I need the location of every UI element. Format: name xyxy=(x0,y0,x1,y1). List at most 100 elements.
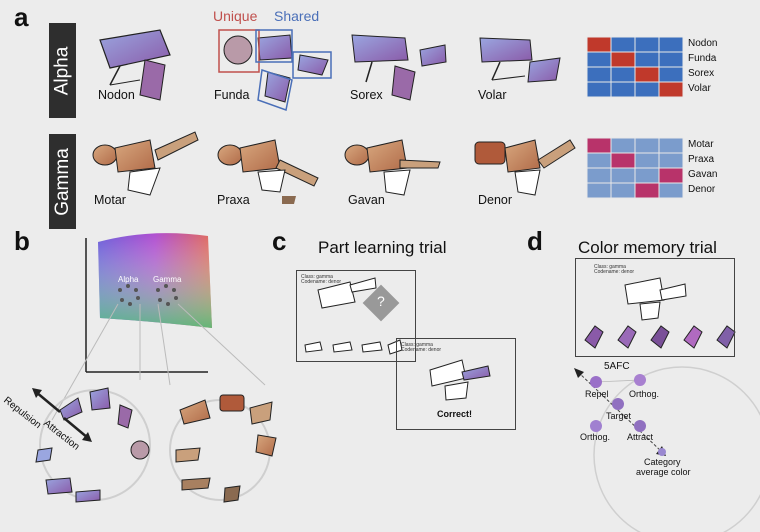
grid-cell xyxy=(610,51,636,68)
grid-cell xyxy=(658,81,684,98)
gamma-part-grid xyxy=(586,137,684,199)
grid-cell xyxy=(634,137,660,154)
gamma-grid-label: Gavan xyxy=(688,169,718,180)
grid-cell xyxy=(658,36,684,53)
card2-line2: Codename: denor xyxy=(401,347,442,353)
grid-cell xyxy=(634,51,660,68)
grid-cell xyxy=(586,152,612,169)
grid-cell xyxy=(586,182,612,199)
card1-figures xyxy=(304,277,403,355)
attract-label: Attract xyxy=(627,432,654,442)
gamma-grid-label: Motar xyxy=(688,139,714,150)
card1-line1: Class: gamma xyxy=(301,274,333,280)
grid-cell xyxy=(586,66,612,83)
creature-gavan xyxy=(344,139,441,196)
creature-motar xyxy=(92,131,199,196)
card-d-line1: Class: gamma xyxy=(594,264,626,270)
color-option-figure xyxy=(683,325,703,349)
card-d-figures xyxy=(624,277,687,321)
grid-cell xyxy=(586,167,612,184)
grid-cell xyxy=(634,152,660,169)
grid-cell xyxy=(610,167,636,184)
color-option-figure xyxy=(617,325,637,349)
color-space xyxy=(51,233,266,421)
panel-d-letter: d xyxy=(527,226,543,256)
orthog-label-1: Orthog. xyxy=(629,389,660,399)
card2-figures xyxy=(429,359,491,401)
creature-volar xyxy=(479,37,561,83)
gamma-creature-name: Motar xyxy=(94,193,126,207)
grid-cell xyxy=(658,66,684,83)
alpha-ring xyxy=(35,387,151,503)
grid-cell xyxy=(634,66,660,83)
grid-cell xyxy=(610,152,636,169)
grid-cell xyxy=(610,81,636,98)
category-label-1: Category xyxy=(644,457,681,467)
question-mark: ? xyxy=(377,293,385,309)
feedback-text: Correct! xyxy=(437,409,473,419)
color-option-figure xyxy=(716,325,736,349)
gamma-grid-label: Praxa xyxy=(688,154,715,165)
grid-cell xyxy=(634,36,660,53)
color-options xyxy=(584,325,736,349)
orthog-label-2: Orthog. xyxy=(580,432,611,442)
color-option-figure xyxy=(584,325,604,349)
gamma-cluster-label: Gamma xyxy=(153,275,182,284)
target-label: Target xyxy=(606,411,632,421)
gamma-creature-name: Gavan xyxy=(348,193,385,207)
creature-funda xyxy=(218,29,332,111)
grid-cell xyxy=(658,51,684,68)
panel-a-letter: a xyxy=(14,2,29,32)
grid-cell xyxy=(658,167,684,184)
grid-cell xyxy=(634,182,660,199)
alpha-creature-name: Funda xyxy=(214,88,250,102)
legend-unique: Unique xyxy=(213,8,258,24)
trial-card-1: Class: gamma Codename: denor ? xyxy=(296,270,416,362)
repel-label: Repel xyxy=(585,389,609,399)
grid-cell xyxy=(658,152,684,169)
alpha-cluster-label: Alpha xyxy=(118,275,139,284)
creature-praxa xyxy=(217,139,319,204)
gamma-grid-label: Denor xyxy=(688,184,716,195)
color-wheel xyxy=(574,366,760,532)
grid-cell xyxy=(634,81,660,98)
grid-cell xyxy=(610,182,636,199)
card2-line1: Class: gamma xyxy=(401,342,433,348)
grid-cell xyxy=(610,36,636,53)
color-option-figure xyxy=(650,325,670,349)
grid-cell xyxy=(634,167,660,184)
panel-d-title: Color memory trial xyxy=(578,238,717,257)
grid-cell xyxy=(658,182,684,199)
grid-cell xyxy=(610,66,636,83)
gamma-creature-name: Denor xyxy=(478,193,513,207)
alpha-row-label: Alpha xyxy=(49,23,76,118)
alpha-grid-label: Nodon xyxy=(688,38,718,49)
grid-cell xyxy=(586,51,612,68)
trial-card-2: Class: gamma Codename: denor Correct! xyxy=(396,338,516,430)
gamma-ring xyxy=(169,394,277,503)
creature-nodon xyxy=(99,29,171,101)
alpha-creature-name: Nodon xyxy=(98,88,135,102)
legend-shared: Shared xyxy=(274,8,320,24)
grid-cell xyxy=(610,137,636,154)
grid-cell xyxy=(586,36,612,53)
creature-sorex xyxy=(351,34,447,101)
panel-c-title: Part learning trial xyxy=(318,238,447,257)
panel-b-letter: b xyxy=(14,226,30,256)
card1-line2: Codename: denor xyxy=(301,279,342,285)
alpha-grid-label: Sorex xyxy=(688,68,715,79)
alpha-part-grid xyxy=(586,36,684,98)
alpha-creature-name: Volar xyxy=(478,88,507,102)
grid-cell xyxy=(586,137,612,154)
memory-card: Class: gamma Codename: denor xyxy=(575,258,735,357)
grid-cell xyxy=(586,81,612,98)
grid-cell xyxy=(658,137,684,154)
card-d-line2: Codename: denor xyxy=(594,269,635,275)
afc-label: 5AFC xyxy=(604,361,630,372)
alpha-grid-label: Funda xyxy=(688,53,717,64)
gamma-creature-name: Praxa xyxy=(217,193,250,207)
category-label-2: average color xyxy=(636,467,691,477)
repulsion-attraction-arrows xyxy=(32,388,92,442)
creature-denor xyxy=(474,139,576,196)
